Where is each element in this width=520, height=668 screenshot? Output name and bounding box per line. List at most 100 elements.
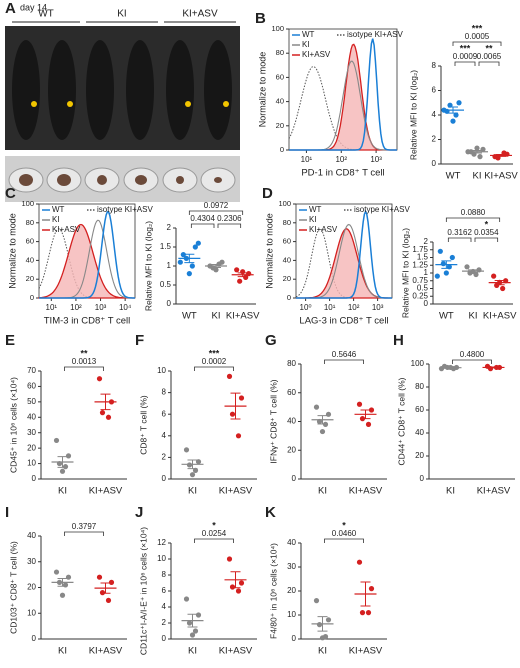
y-tick-label: 4 [162, 431, 167, 440]
legend-label: KI [302, 40, 310, 49]
data-point [319, 635, 326, 641]
sem-bar [360, 581, 371, 607]
x-tick-label: KI [188, 646, 197, 657]
data-point [65, 574, 72, 580]
comparison-bracket [478, 61, 500, 66]
comparison-bracket [324, 359, 364, 364]
legend-label: isotype KI+ASV [347, 30, 403, 39]
data-point [180, 252, 186, 258]
y-tick-label: 1 [167, 261, 172, 270]
legend-label: isotype KI+ASV [354, 205, 410, 214]
data-point [443, 270, 449, 276]
y-tick-label: 80 [283, 218, 291, 227]
data-point [62, 464, 69, 470]
y-axis-label: CD11c⁺I-A/I-E⁺ in 10⁶ cells (×10⁴) [138, 527, 148, 655]
sem-bar [100, 582, 111, 594]
panel-letter: F [135, 332, 144, 349]
y-tick-label: 30 [27, 428, 36, 437]
y-tick-label: 0 [162, 634, 167, 643]
legend-label: KI+ASV [302, 50, 331, 59]
y-tick-label: 40 [27, 412, 36, 421]
sem-bar [472, 150, 482, 154]
y-tick-label: 80 [26, 218, 34, 227]
sem-bar [237, 272, 248, 278]
y-tick-label: 0 [167, 299, 172, 308]
significance-stars: *** [460, 43, 471, 53]
y-tick-label: 0 [280, 145, 284, 154]
sem-bar [360, 409, 371, 420]
data-point [234, 267, 240, 273]
data-point [59, 592, 66, 598]
y-tick-label: 2 [167, 223, 172, 232]
data-point [365, 610, 372, 616]
comparison-bracket [64, 366, 104, 371]
tumor [19, 174, 33, 186]
p-value: 0.0002 [202, 357, 227, 366]
x-tick-label: KI+ASV [226, 311, 260, 322]
tumor-marker [31, 101, 37, 107]
data-point [235, 433, 242, 439]
data-point [99, 590, 106, 596]
p-value: 0.3162 [447, 228, 472, 237]
p-value: 0.2306 [217, 214, 242, 223]
y-tick-label: 60 [287, 388, 296, 397]
x-tick-label: WT [182, 311, 197, 322]
y-axis-label: CD45⁺ in 10⁶ cells (×10⁴) [8, 377, 18, 473]
mouse [86, 40, 114, 140]
sem-bar [317, 616, 328, 632]
comparison-bracket [217, 223, 242, 228]
tumor-marker [223, 101, 229, 107]
y-tick-label: 40 [415, 428, 424, 437]
x-tick-label: KI+ASV [477, 486, 511, 497]
significance-stars: ** [80, 348, 88, 358]
histogram-curve [39, 210, 135, 299]
data-point [192, 244, 198, 250]
p-value: 0.0009 [453, 52, 478, 61]
y-tick-label: 70 [27, 366, 36, 375]
p-value: 0.5646 [332, 350, 357, 359]
x-tick-label: 10³ [372, 303, 384, 312]
y-tick-label: 0 [424, 299, 429, 308]
sem-bar [441, 260, 452, 269]
data-point [226, 556, 233, 562]
x-tick-label: KI [318, 486, 327, 497]
data-point [450, 118, 456, 124]
y-axis-label: Normalize to mode [257, 52, 267, 128]
p-value: 0.0254 [202, 529, 227, 538]
data-point [238, 580, 245, 586]
y-tick-label: 4 [432, 110, 437, 119]
y-tick-label: 100 [271, 24, 284, 33]
x-tick-label: WT [439, 311, 454, 322]
panel-letter: H [393, 332, 404, 349]
data-point [59, 468, 66, 474]
data-point [449, 254, 455, 261]
y-tick-label: 1.5 [160, 242, 172, 251]
p-value: 0.0354 [474, 228, 499, 237]
y-tick-label: 20 [27, 443, 36, 452]
data-point [359, 610, 366, 616]
data-point [62, 582, 69, 588]
y-axis-label: CD44⁺ CD8⁺ T cell (%) [396, 377, 406, 465]
significance-stars: * [342, 520, 346, 530]
y-tick-label: 60 [415, 405, 424, 414]
data-point [313, 598, 320, 604]
comparison-bracket [194, 366, 234, 371]
data-point [235, 588, 242, 594]
data-point [434, 273, 440, 279]
x-tick-label: KI [318, 646, 327, 657]
comparison-bracket [194, 538, 234, 543]
sem-bar [468, 269, 478, 273]
sem-bar [100, 393, 111, 411]
data-point [213, 267, 219, 273]
y-tick-label: 0.5 [417, 284, 429, 293]
data-point [99, 410, 106, 416]
x-tick-label: KI [469, 311, 478, 322]
y-tick-label: 0.25 [412, 291, 428, 300]
data-point [108, 579, 115, 585]
y-tick-label: 0 [292, 474, 297, 483]
x-tick-label: KI [188, 486, 197, 497]
comparison-bracket [452, 359, 492, 364]
data-point [491, 273, 497, 279]
data-point [189, 632, 196, 638]
group-label: KI+ASV [182, 9, 218, 20]
